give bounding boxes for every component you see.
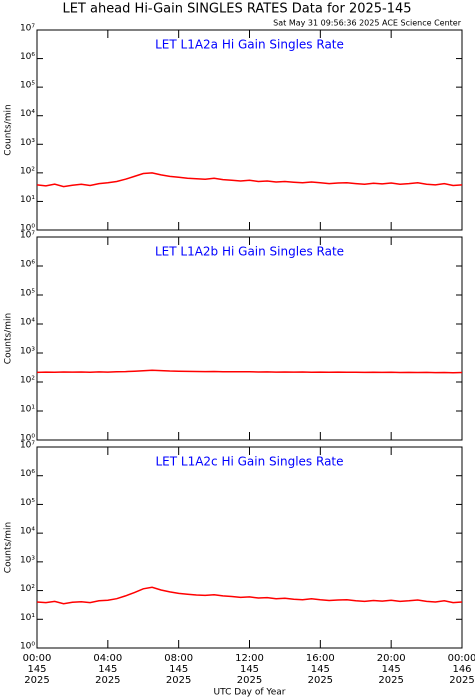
data-line	[36, 369, 463, 374]
x-tick-label: 04:00 145 2025	[93, 653, 123, 686]
y-tick-label: 10¹	[20, 613, 35, 623]
x-axis-label: UTC Day of Year	[214, 688, 286, 698]
y-tick-label: 10³	[20, 347, 35, 357]
plot-frame	[36, 236, 463, 441]
y-tick-label: 10⁴	[20, 527, 35, 537]
plot-frame	[36, 29, 463, 231]
subtitle: Sat May 31 09:56:36 2025 ACE Science Cen…	[273, 19, 462, 28]
x-tick-label: 00:00 145 2025	[22, 653, 52, 686]
y-tick-label: 10⁶	[20, 52, 35, 62]
x-tick-label: 20:00 145 2025	[376, 653, 406, 686]
y-tick-label: 10⁶	[20, 260, 35, 270]
y-tick-label: 10³	[20, 555, 35, 565]
y-tick-label: 10⁷	[20, 24, 35, 34]
x-tick-label: 12:00 145 2025	[235, 653, 264, 686]
plot-frame	[36, 446, 463, 649]
y-tick-label: 10⁵	[20, 81, 35, 91]
y-tick-label: 10⁶	[20, 469, 35, 479]
y-tick-label: 10⁴	[20, 109, 35, 119]
y-tick-label: 10¹	[20, 405, 35, 415]
panel-title: LET L1A2a Hi Gain Singles Rate	[155, 38, 344, 52]
page-title: LET ahead Hi-Gain SINGLES RATES Data for…	[62, 2, 411, 17]
x-tick-label: 16:00 145 2025	[305, 653, 335, 686]
y-tick-label: 10⁰	[20, 434, 35, 444]
y-tick-label: 10¹	[20, 195, 35, 205]
y-tick-label: 10²	[20, 166, 35, 176]
y-tick-label: 10⁷	[20, 441, 35, 451]
panel-title: LET L1A2c Hi Gain Singles Rate	[155, 455, 343, 469]
data-line	[36, 586, 463, 605]
y-axis-label: Counts/min	[4, 104, 14, 155]
y-axis-label: Counts/min	[4, 313, 14, 364]
y-tick-label: 10⁵	[20, 289, 35, 299]
y-tick-label: 10²	[20, 584, 35, 594]
y-axis-label: Counts/min	[4, 522, 14, 573]
panel-title: LET L1A2b Hi Gain Singles Rate	[155, 245, 344, 259]
x-tick-label: 08:00 145 2025	[164, 653, 194, 686]
y-tick-label: 10²	[20, 376, 35, 386]
y-tick-label: 10⁷	[20, 231, 35, 241]
y-tick-label: 10⁴	[20, 318, 35, 328]
y-tick-label: 10⁰	[20, 224, 35, 234]
y-tick-label: 10³	[20, 138, 35, 148]
data-line	[36, 172, 463, 188]
x-tick-label: 00:00 146 2025	[447, 653, 475, 686]
y-tick-label: 10⁵	[20, 498, 35, 508]
y-tick-label: 10⁰	[20, 642, 35, 652]
